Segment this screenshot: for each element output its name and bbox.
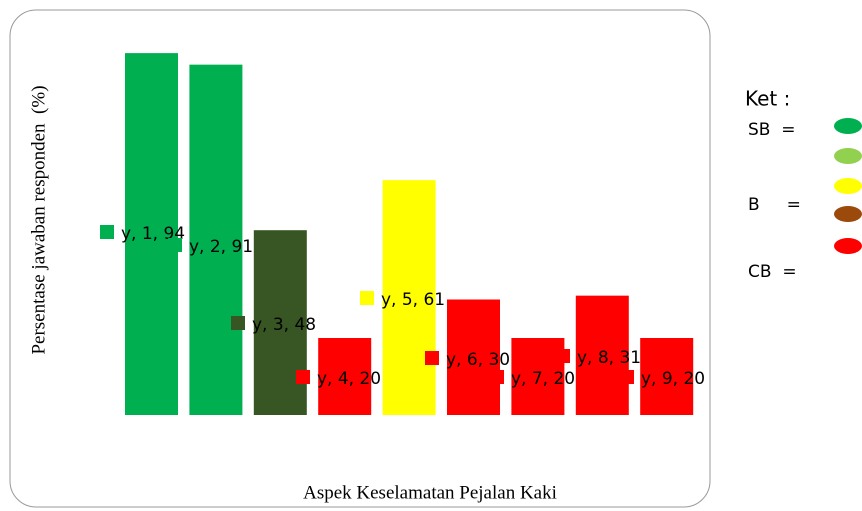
label-key — [360, 291, 374, 305]
legend-label: B = — [748, 195, 801, 215]
bar — [447, 299, 500, 415]
legend-swatch — [834, 178, 862, 194]
chart-frame — [9, 9, 711, 508]
label-key — [296, 370, 310, 384]
x-axis-label: Aspek Keselamatan Pejalan Kaki — [303, 482, 557, 503]
legend-title: Ket : — [745, 87, 790, 111]
label-key — [556, 349, 570, 363]
data-label: y, 4, 20 — [317, 369, 381, 389]
data-label: y, 8, 31 — [577, 348, 641, 368]
bar — [318, 338, 372, 415]
y-axis-label: Persentase jawaban responden (%) — [28, 85, 49, 354]
legend-label: CB = — [748, 262, 797, 282]
bar — [125, 53, 178, 415]
legend-swatch — [834, 148, 862, 164]
data-label: y, 2, 91 — [189, 237, 253, 257]
label-key — [490, 370, 504, 384]
data-label: y, 6, 30 — [446, 350, 510, 370]
legend-label: SB = — [748, 120, 796, 140]
label-key — [231, 316, 245, 330]
legend-swatch — [834, 118, 862, 134]
label-key — [425, 351, 439, 365]
data-label: y, 9, 20 — [641, 369, 705, 389]
label-key — [620, 370, 634, 384]
bar — [575, 295, 629, 415]
legend-swatch — [834, 206, 862, 222]
label-key — [168, 238, 182, 252]
bar — [382, 180, 436, 415]
bar — [189, 64, 243, 416]
data-label: y, 7, 20 — [511, 369, 575, 389]
bar — [253, 230, 307, 415]
data-label: y, 3, 48 — [252, 315, 316, 335]
bar — [640, 338, 694, 415]
bar — [511, 338, 565, 415]
label-key — [100, 225, 114, 239]
data-label: y, 5, 61 — [381, 290, 445, 310]
legend-swatch — [834, 238, 862, 254]
